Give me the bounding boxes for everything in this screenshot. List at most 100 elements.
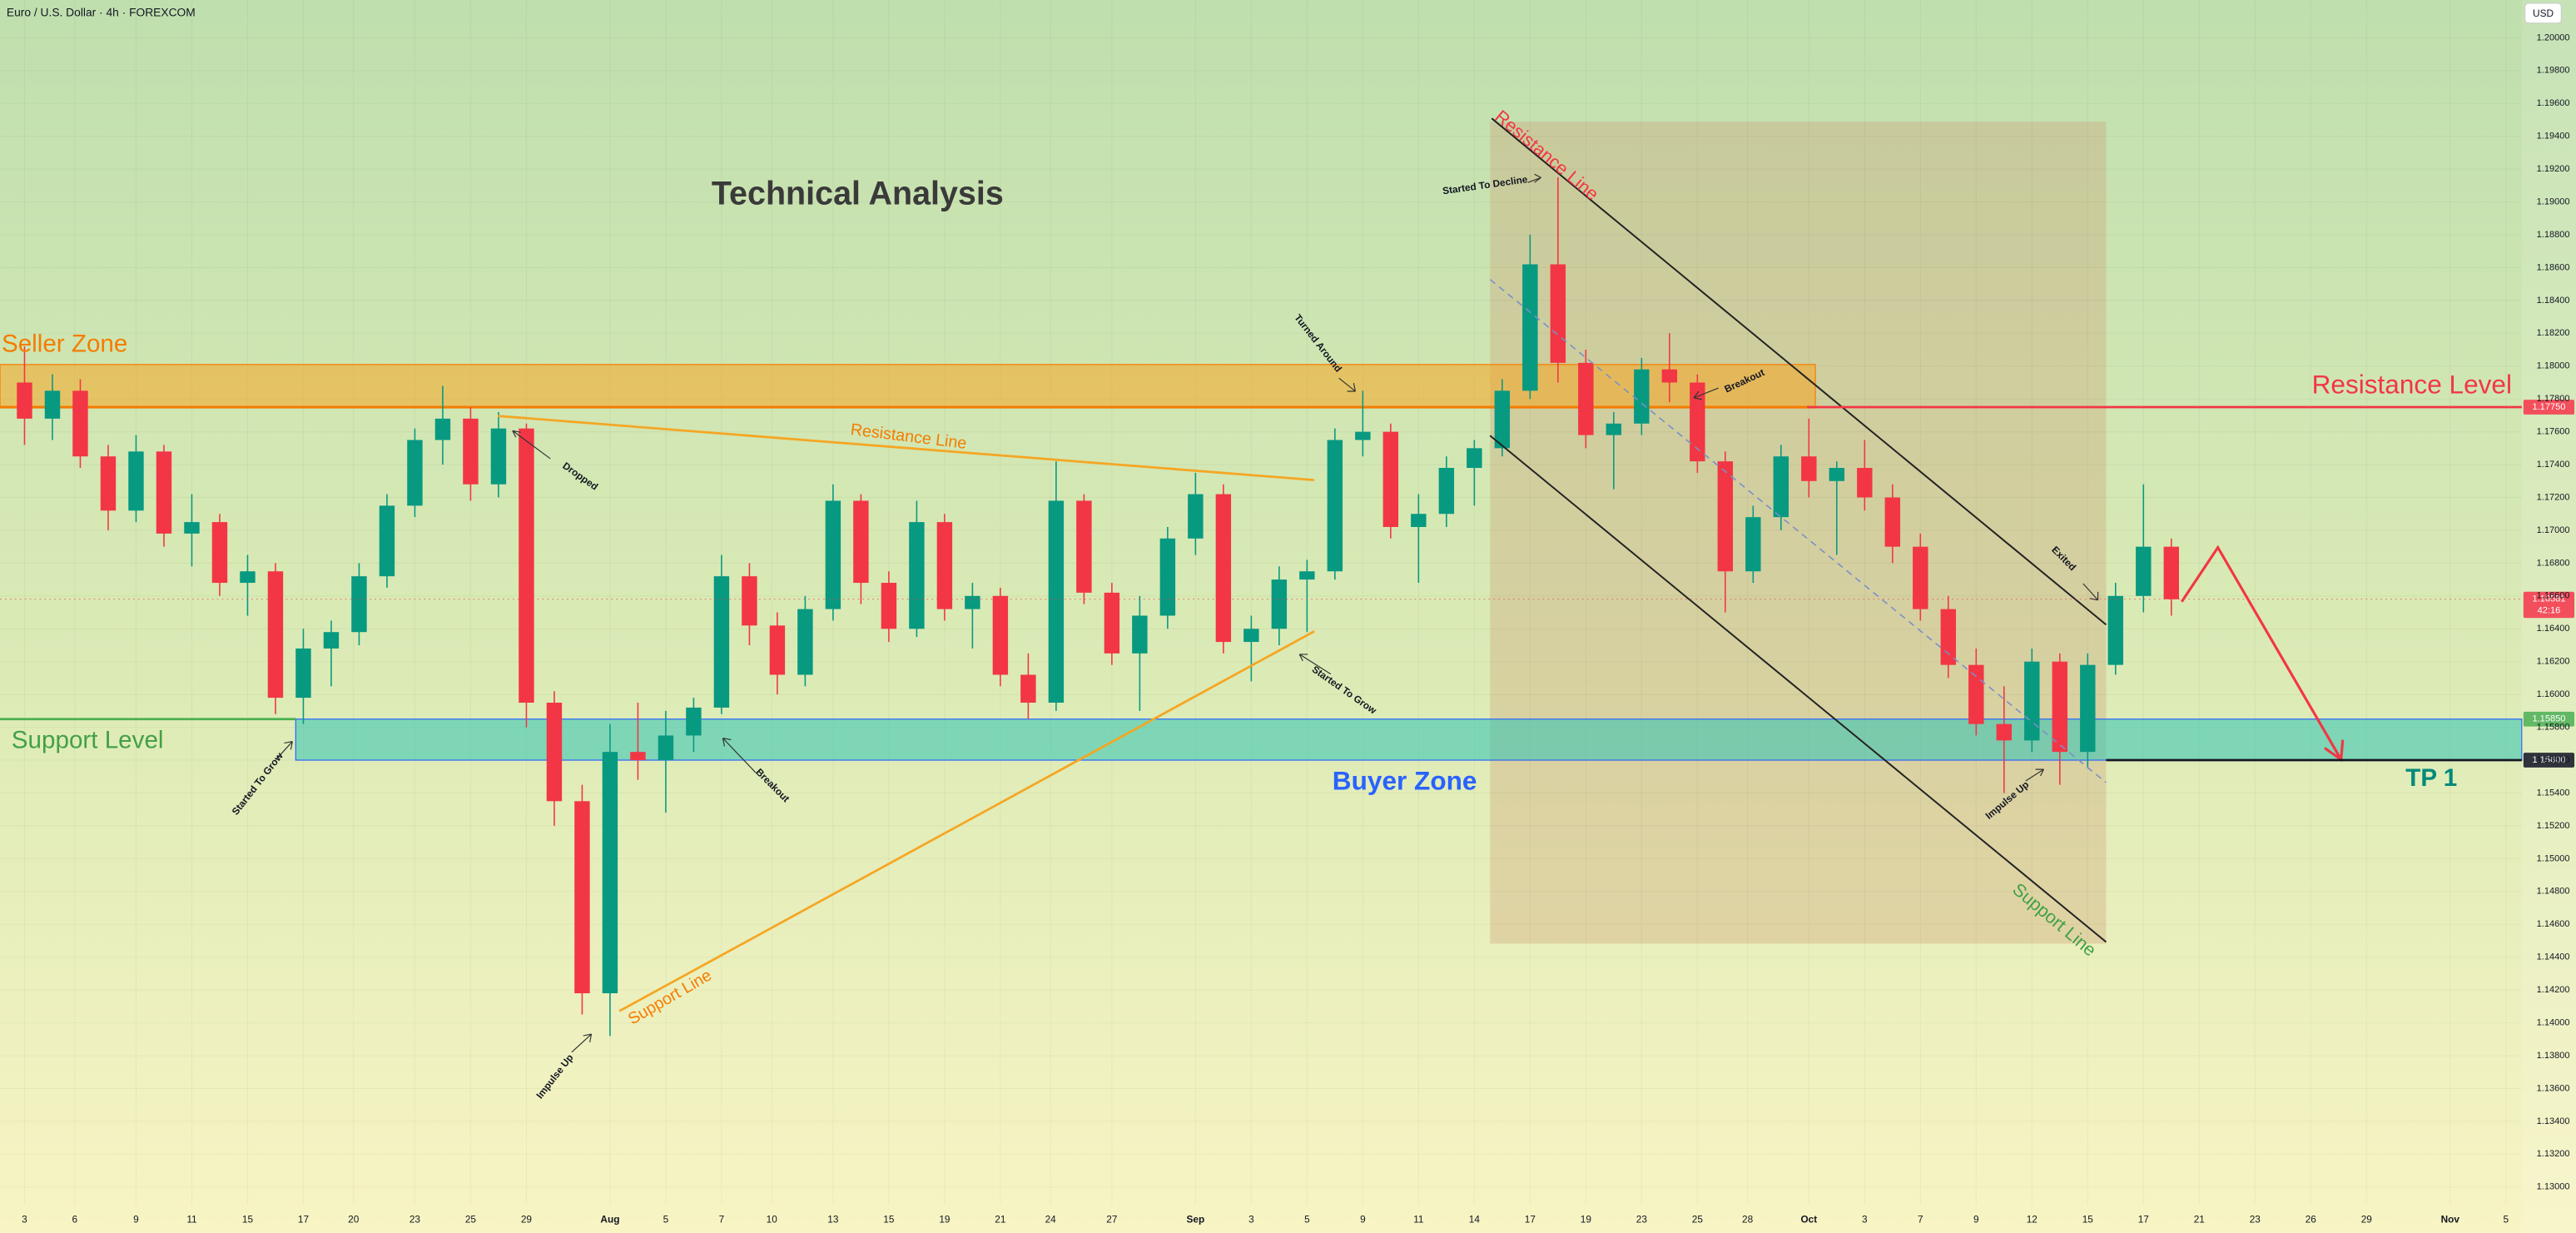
candle-body [1578, 362, 1594, 435]
y-tick-label: 1.15600 [2537, 755, 2570, 765]
x-tick-label: Oct [1800, 1213, 1817, 1225]
x-tick-label: 5 [1304, 1213, 1310, 1225]
x-tick-label: 23 [1636, 1213, 1648, 1225]
price-badge-label: 1.15850 [2532, 714, 2565, 724]
candle-body [769, 625, 786, 675]
candle-body [184, 522, 200, 534]
y-tick-label: 1.13800 [2537, 1051, 2570, 1061]
chart-title: Euro / U.S. Dollar · 4h · FOREXCOM [7, 5, 196, 18]
channel-bottom [1489, 435, 2107, 943]
x-tick-label: 21 [995, 1213, 1005, 1225]
x-tick-label: 17 [298, 1213, 309, 1225]
y-tick-label: 1.17000 [2537, 525, 2570, 535]
x-tick-label: 9 [133, 1213, 139, 1225]
candle-body [1438, 468, 1455, 515]
x-tick-label: 15 [2082, 1213, 2094, 1225]
candle-body [742, 576, 757, 626]
candle-body [1522, 264, 1538, 391]
candle-body [1299, 571, 1315, 580]
y-tick-label: 1.18000 [2537, 361, 2570, 371]
candle-body [44, 390, 61, 419]
y-tick-label: 1.18600 [2537, 262, 2570, 272]
y-tick-label: 1.14400 [2537, 952, 2570, 962]
candle-body [1104, 592, 1120, 654]
x-tick-label: 26 [2305, 1213, 2317, 1225]
candle-body [1048, 500, 1065, 704]
y-tick-label: 1.18200 [2537, 328, 2570, 338]
candle-body [156, 451, 172, 534]
candle-body [2080, 664, 2096, 753]
y-tick-label: 1.18800 [2537, 230, 2570, 240]
x-tick-label: 23 [2250, 1213, 2261, 1225]
x-tick-label: 5 [663, 1213, 669, 1225]
candle-body [72, 390, 88, 457]
annotation: Technical Analysis [712, 175, 1004, 211]
candle-body [1020, 674, 1036, 704]
y-tick-label: 1.17600 [2537, 427, 2570, 437]
y-tick-label: 1.16400 [2537, 624, 2570, 634]
candle-body [1132, 615, 1148, 654]
candle-body [1690, 382, 1705, 462]
candle-body [2107, 595, 2124, 665]
candle-body [1745, 517, 1761, 572]
y-tick-label: 1.16000 [2537, 689, 2570, 699]
candle-body [1857, 468, 1873, 498]
annotation: Buyer Zone [1333, 765, 1477, 795]
candle-body [1215, 494, 1232, 643]
candle-body [240, 571, 256, 584]
x-tick-label: Aug [600, 1213, 619, 1225]
price-badge [2523, 711, 2575, 727]
x-tick-label: 17 [2138, 1213, 2149, 1225]
candle-body [1606, 423, 1622, 435]
candle-body [1968, 664, 1984, 724]
x-tick-label: 9 [1360, 1213, 1366, 1225]
candle-body [1271, 579, 1288, 629]
candle-body [1327, 440, 1343, 572]
candle-body [602, 752, 618, 994]
x-tick-label: 27 [1106, 1213, 1117, 1225]
x-tick-label: 5 [2503, 1213, 2509, 1225]
axes: 1.20000 1.19800 1.19600 1.19400 1.19200 1.190… [22, 32, 2569, 1225]
candle-body [797, 609, 813, 675]
candle-body [211, 522, 228, 584]
candle-body [713, 576, 730, 708]
x-tick-label: 11 [1413, 1213, 1423, 1225]
x-tick-label: 19 [1581, 1213, 1592, 1225]
candle-body [407, 440, 423, 506]
x-tick-label: 19 [939, 1213, 950, 1225]
channel-mid [1489, 279, 2107, 783]
zone [0, 364, 1816, 408]
candle-body [267, 571, 284, 699]
candle-body [1773, 456, 1789, 518]
x-tick-label: 3 [1248, 1213, 1254, 1225]
y-tick-label: 1.14600 [2537, 919, 2570, 929]
candle-body [1411, 514, 1427, 528]
x-tick-label: 3 [22, 1213, 27, 1225]
candle-body [128, 451, 144, 511]
y-tick-label: 1.16800 [2537, 558, 2570, 568]
y-tick-label: 1.14200 [2537, 985, 2570, 995]
candle-body [323, 632, 340, 649]
y-tick-label: 1.19800 [2537, 66, 2570, 76]
x-tick-label: 21 [2194, 1213, 2205, 1225]
candle-body [1382, 431, 1399, 528]
candle-body [2024, 661, 2040, 741]
currency-box[interactable] [2524, 2, 2562, 24]
y-tick-label: 1.15800 [2537, 723, 2570, 733]
candle-body [1634, 369, 1650, 424]
candle-body [463, 418, 479, 485]
candle-body [909, 522, 925, 629]
x-tick-label: 17 [1525, 1213, 1536, 1225]
levels: 1.17750 1.15850 1.15600 1.1658142:16 [0, 400, 2575, 768]
currency[interactable]: USD [2533, 7, 2554, 19]
y-tick-label: 1.19200 [2537, 164, 2570, 174]
annotation: Seller Zone [2, 331, 127, 358]
y-tick-label: 1.17800 [2537, 394, 2570, 404]
candle-body [2136, 546, 2152, 596]
annotation: Resistance Level [2312, 369, 2512, 399]
candle-body [519, 428, 534, 704]
candle-body [881, 583, 897, 629]
